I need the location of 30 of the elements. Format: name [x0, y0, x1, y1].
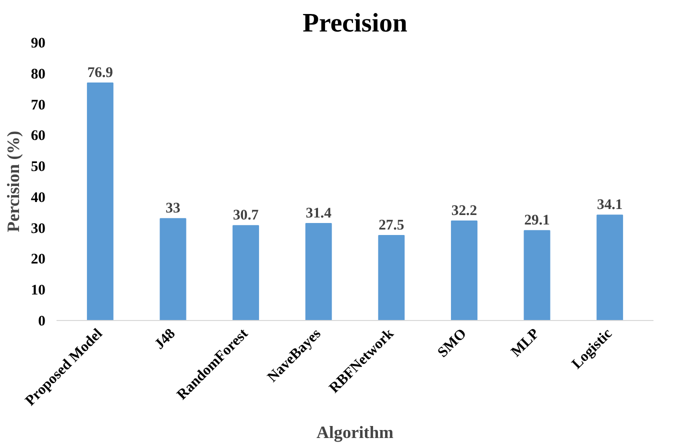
data-label: 29.1	[524, 212, 550, 229]
y-tick-label: 30	[30, 220, 46, 237]
y-tick-label: 50	[30, 159, 46, 176]
data-label: 30.7	[232, 208, 259, 224]
data-label: 32.2	[451, 203, 478, 220]
data-label: 33	[166, 200, 180, 217]
data-label: 31.4	[306, 206, 332, 222]
y-axis-title: Percision (%)	[4, 130, 23, 232]
y-tick-label: 80	[30, 66, 46, 82]
x-tick-label: J48	[152, 326, 179, 353]
y-tick-label: 60	[30, 128, 46, 144]
x-axis-title: Algorithm	[316, 422, 394, 442]
y-tick-label: 10	[30, 282, 46, 299]
data-label: 27.5	[378, 218, 404, 234]
y-tick-label: 70	[30, 97, 46, 114]
bar	[524, 230, 550, 320]
bar	[596, 214, 624, 320]
bar	[378, 235, 405, 320]
bar	[160, 218, 186, 320]
bar	[450, 220, 478, 320]
bar	[305, 223, 332, 320]
data-label: 34.1	[596, 197, 623, 214]
y-tick-label: 0	[38, 314, 46, 330]
y-tick-label: 20	[30, 252, 46, 268]
y-tick-label: 90	[30, 36, 46, 52]
bar	[86, 82, 114, 320]
data-label: 76.9	[87, 64, 114, 81]
bar	[232, 225, 260, 320]
chart-title: Precision	[302, 8, 408, 38]
y-tick-label: 40	[30, 190, 46, 206]
